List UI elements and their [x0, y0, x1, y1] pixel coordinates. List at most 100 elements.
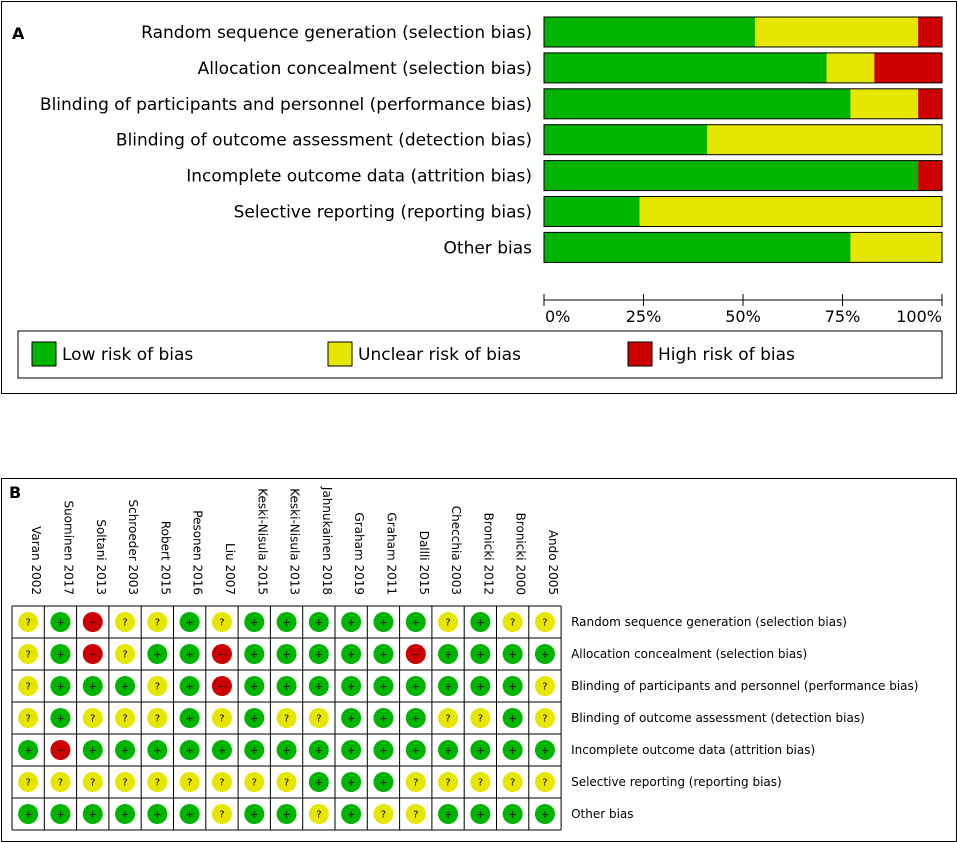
judgement-unclear-5-14	[470, 772, 491, 792]
judgement-low-4-7	[244, 740, 265, 760]
judgement-high-4-1	[50, 740, 71, 760]
judgement-symbol-1-13: +	[444, 650, 452, 661]
judgement-low-4-12	[405, 740, 426, 760]
bar-outline-5	[543, 196, 943, 227]
judgement-low-3-5	[179, 708, 200, 728]
judgement-symbol-0-0: ?	[25, 618, 30, 629]
judgement-symbol-6-4: +	[153, 810, 161, 821]
judgement-symbol-0-5: +	[185, 618, 193, 629]
judgement-symbol-6-1: +	[56, 810, 64, 821]
judgement-symbol-0-8: +	[282, 618, 290, 629]
judgement-unclear-2-0	[18, 676, 39, 696]
bar-outline-6	[543, 231, 943, 263]
bar-low-6	[544, 232, 851, 263]
judgement-low-4-14	[470, 740, 491, 760]
judgement-symbol-1-16: +	[541, 650, 549, 661]
legend-label-low: Low risk of bias	[62, 345, 193, 365]
judgement-symbol-6-3: +	[121, 810, 129, 821]
domain-label-2: Blinding of participants and personnel (…	[571, 679, 918, 693]
judgement-symbol-0-3: ?	[122, 618, 127, 629]
judgement-symbol-3-10: +	[347, 714, 355, 725]
judgement-high-0-2	[82, 612, 103, 632]
judgement-low-6-8	[276, 804, 297, 824]
judgement-unclear-5-2	[82, 772, 103, 792]
judgement-low-3-7	[244, 708, 265, 728]
judgement-unclear-6-12	[405, 804, 426, 824]
legend-swatch-high	[627, 341, 653, 367]
judgement-symbol-4-7: +	[250, 746, 258, 757]
judgement-low-4-6	[211, 740, 232, 760]
judgement-symbol-2-2: +	[89, 682, 97, 693]
judgement-symbol-4-4: +	[153, 746, 161, 757]
judgement-low-3-10	[341, 708, 362, 728]
bar-outline-0	[543, 16, 943, 48]
x-tick-label-4: 100%	[896, 307, 942, 326]
bar-outline-2	[543, 88, 943, 120]
judgement-low-6-13	[438, 804, 459, 824]
judgement-symbol-1-7: +	[250, 650, 258, 661]
judgement-unclear-5-5	[179, 772, 200, 792]
bar-label-3: Blinding of outcome assessment (detectio…	[116, 131, 532, 151]
judgement-symbol-4-9: +	[315, 746, 323, 757]
judgement-symbol-1-6: −	[218, 650, 226, 661]
bar-low-4	[544, 160, 919, 191]
judgement-symbol-0-10: +	[347, 618, 355, 629]
judgement-symbol-6-7: +	[250, 810, 258, 821]
judgement-symbol-6-5: +	[185, 810, 193, 821]
bar-outline-3	[543, 124, 943, 156]
judgement-low-4-4	[147, 740, 168, 760]
bar-unclear-0	[754, 17, 919, 47]
judgement-symbol-3-0: ?	[25, 714, 30, 725]
judgement-symbol-0-13: ?	[445, 618, 450, 629]
x-tick-label-3: 75%	[825, 307, 861, 326]
bar-label-2: Blinding of participants and personnel (…	[40, 95, 532, 115]
judgement-symbol-5-7: ?	[252, 778, 257, 789]
judgement-unclear-2-4	[147, 676, 168, 696]
judgement-symbol-6-12: ?	[413, 810, 418, 821]
study-label-15: Bronicki 2000	[514, 513, 528, 595]
bar-low-3	[544, 124, 708, 155]
study-label-8: Keski-Nisula 2013	[288, 488, 302, 595]
legend-label-unclear: Unclear risk of bias	[358, 345, 521, 365]
judgement-unclear-3-16	[534, 708, 555, 728]
judgement-low-2-2	[82, 676, 103, 696]
study-label-10: Graham 2019	[352, 512, 366, 595]
judgement-symbol-5-11: +	[379, 778, 387, 789]
judgement-unclear-5-3	[115, 772, 136, 792]
study-label-2: Soltani 2013	[94, 519, 108, 595]
judgement-unclear-0-3	[115, 612, 136, 632]
bar-low-1	[544, 52, 827, 83]
study-label-11: Graham 2011	[384, 512, 398, 595]
judgement-symbol-5-8: ?	[284, 778, 289, 789]
judgement-symbol-2-1: +	[56, 682, 64, 693]
bar-label-4: Incomplete outcome data (attrition bias)	[186, 167, 532, 187]
judgement-symbol-1-12: −	[412, 650, 420, 661]
judgement-low-0-9	[308, 612, 329, 632]
judgement-symbol-4-14: +	[476, 746, 484, 757]
judgement-low-2-3	[115, 676, 136, 696]
judgement-low-2-9	[308, 676, 329, 696]
risk-grid-table: Varan 2002 Suominen 2017 Soltani 2013 Schro…	[11, 486, 918, 831]
judgement-symbol-3-11: +	[379, 714, 387, 725]
judgement-symbol-1-0: ?	[25, 650, 30, 661]
judgement-symbol-6-10: +	[347, 810, 355, 821]
judgement-symbol-2-12: +	[412, 682, 420, 693]
judgement-symbol-2-8: +	[282, 682, 290, 693]
judgement-symbol-2-15: +	[508, 682, 516, 693]
judgement-symbol-6-11: ?	[381, 810, 386, 821]
judgement-unclear-5-7	[244, 772, 265, 792]
judgement-low-2-14	[470, 676, 491, 696]
judgement-symbol-2-3: +	[121, 682, 129, 693]
judgement-symbol-1-3: ?	[122, 650, 127, 661]
judgement-high-2-6	[211, 676, 232, 696]
domain-label-4: Incomplete outcome data (attrition bias)	[571, 743, 815, 757]
judgement-symbol-5-15: ?	[510, 778, 515, 789]
judgement-unclear-0-0	[18, 612, 39, 632]
panel-b: B Varan 2002 Suominen 2017 Soltani 2013 Sch…	[1, 478, 957, 842]
judgement-symbol-5-4: ?	[155, 778, 160, 789]
judgement-symbol-6-16: +	[541, 810, 549, 821]
judgement-symbol-1-5: +	[185, 650, 193, 661]
judgement-unclear-1-3	[115, 644, 136, 664]
study-label-12: Dallli 2015	[417, 531, 431, 595]
judgement-low-5-9	[308, 772, 329, 792]
